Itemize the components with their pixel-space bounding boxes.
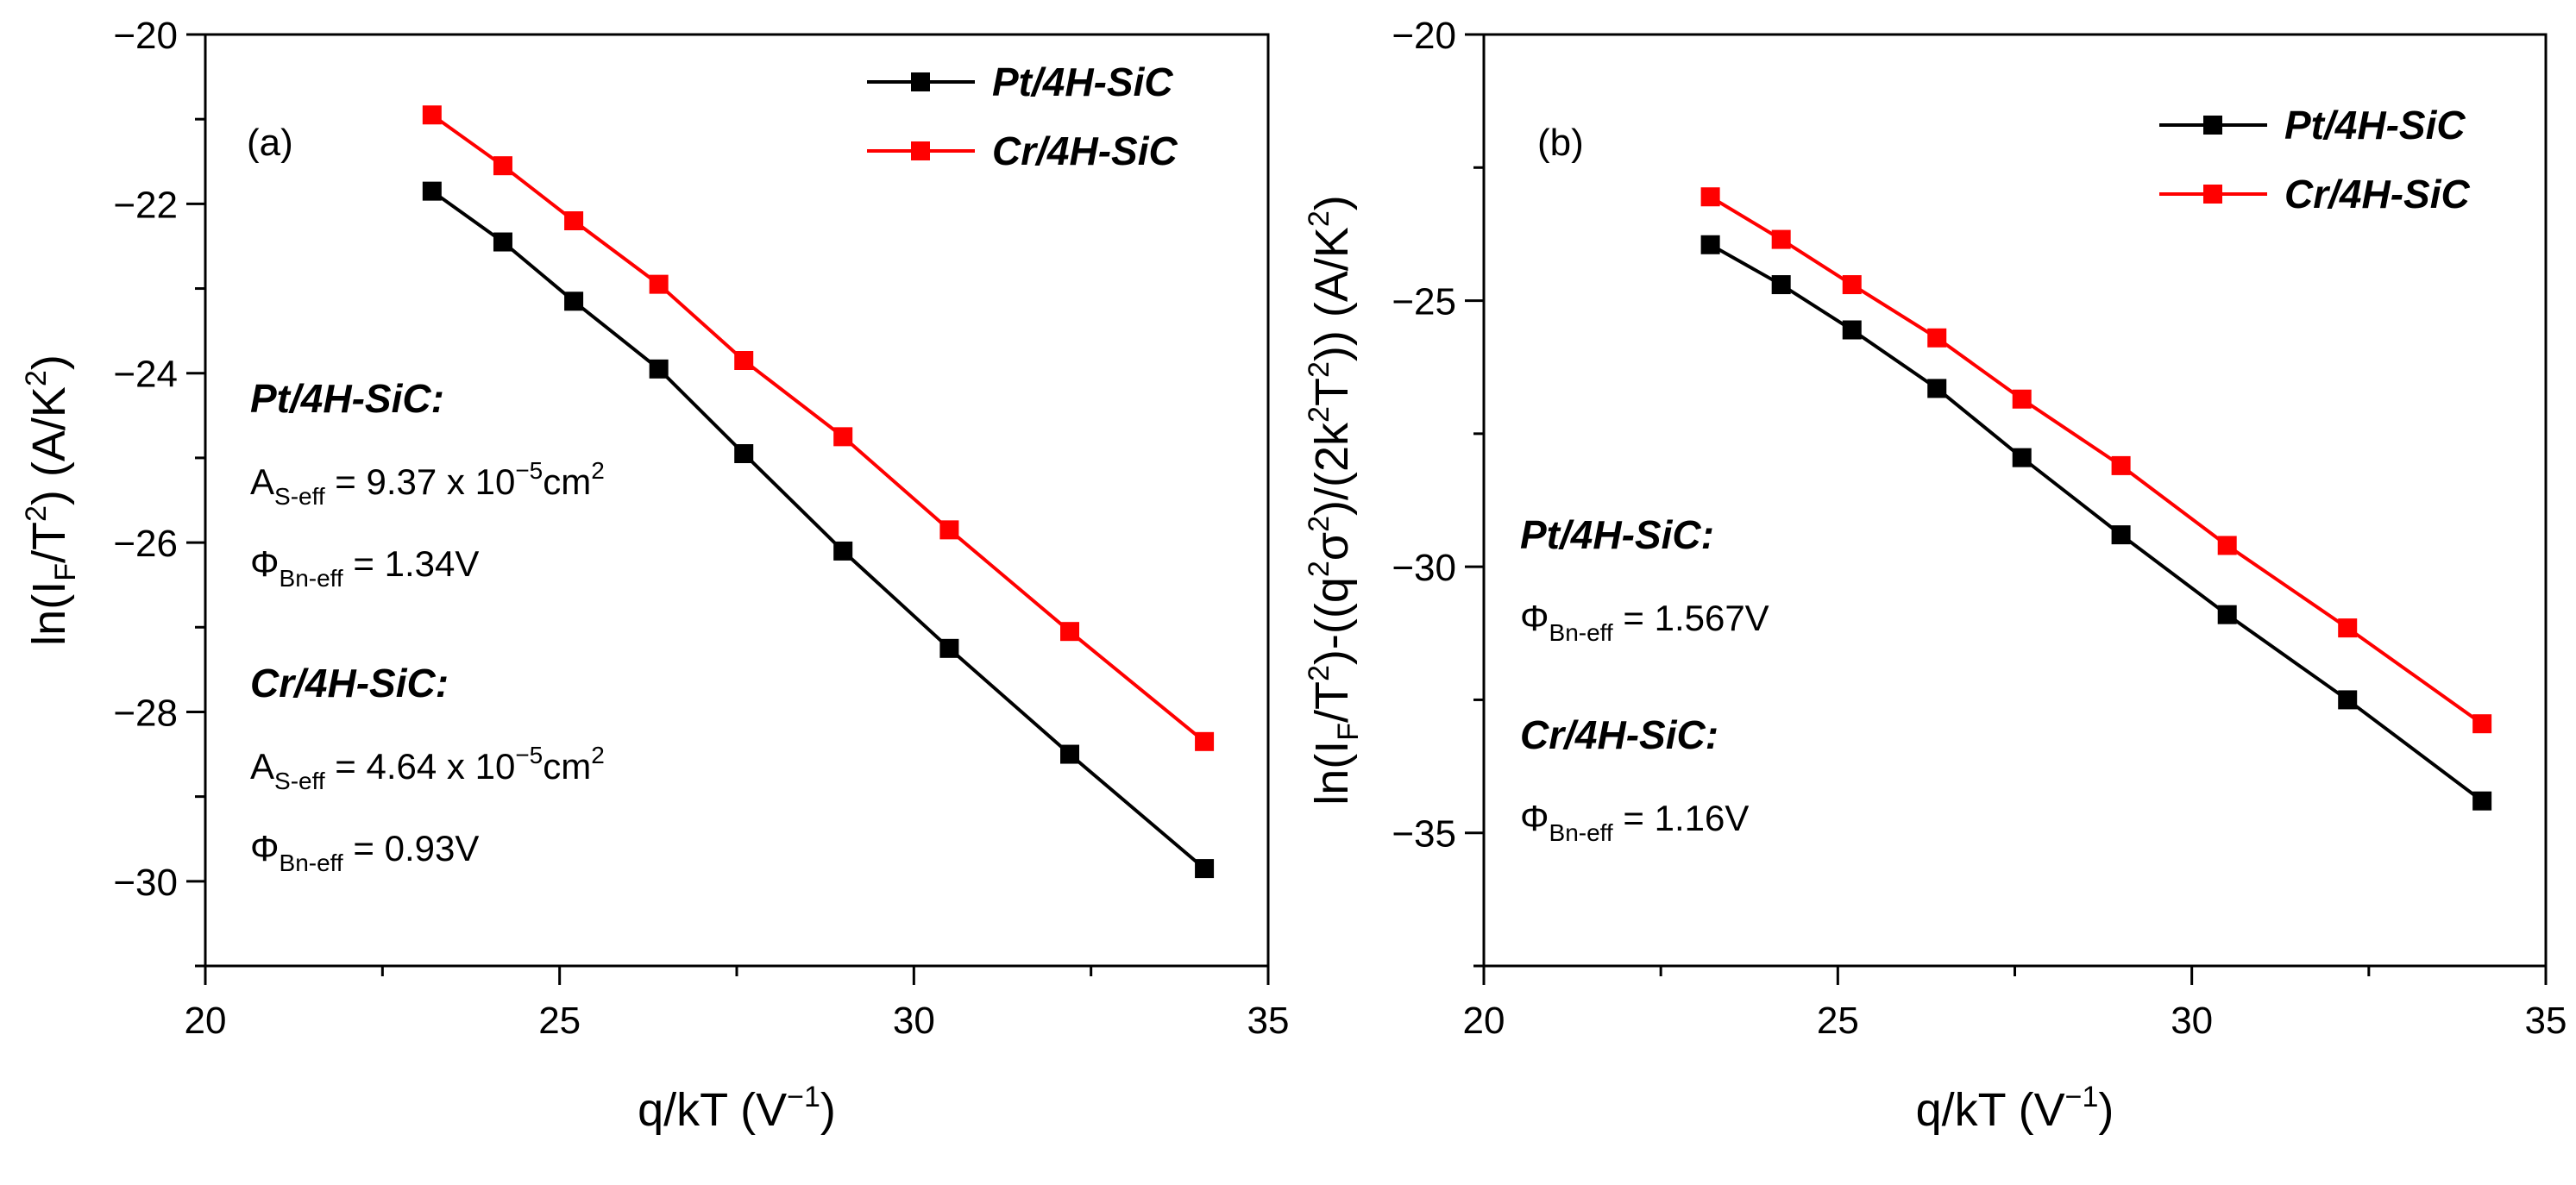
annotation-line: AS-eff = 9.37 x 10−5cm2 [250,457,605,510]
panel-label: (b) [1537,122,1584,164]
annotation-block: Pt/4H-SiC: ΦBn-eff = 1.567V [1520,512,1769,646]
annotation-line: ΦBn-eff = 0.93V [250,828,479,876]
series-line [1709,195,2484,725]
data-point [649,274,669,294]
annotation-block: Cr/4H-SiC: AS-eff = 4.64 x 10−5cm2 ΦBn-eff… [250,661,605,876]
series-cr-4h-sic [422,105,1215,751]
x-tick-label: 30 [893,1000,935,1042]
data-point [2217,536,2237,555]
data-point [2338,618,2358,638]
annotation-line: ΦBn-eff = 1.567V [1520,598,1769,646]
data-point [939,520,959,540]
data-point [2217,605,2237,624]
data-point [2012,448,2032,467]
y-tick-label: −22 [113,184,178,226]
legend-marker [2203,116,2222,135]
data-point [2472,714,2492,734]
data-point [1195,731,1215,751]
legend-entry: Cr/4H-SiC [2284,172,2470,216]
annotation-block: Pt/4H-SiC: AS-eff = 9.37 x 10−5cm2 ΦBn-eff… [250,376,605,592]
x-tick-label: 20 [185,1000,227,1042]
legend-entry: Cr/4H-SiC [992,129,1178,173]
x-tick-label: 25 [1817,1000,1859,1042]
annotation-title: Pt/4H-SiC: [1520,512,1714,557]
y-tick-label: −30 [113,862,178,904]
x-axis-title: q/kT (V−1) [638,1081,836,1136]
x-tick-label: 25 [538,1000,581,1042]
data-point [564,292,584,311]
data-point [1842,320,1862,340]
data-point [422,181,442,201]
series-cr-4h-sic [1700,187,2492,734]
annotation-line: AS-eff = 4.64 x 10−5cm2 [250,742,605,794]
x-axis-title: q/kT (V−1) [1916,1081,2114,1136]
legend-marker [2203,185,2222,204]
y-tick-label: −28 [113,692,178,734]
annotation-title: Cr/4H-SiC: [250,661,449,705]
data-point [493,156,512,176]
data-point [2111,525,2131,545]
y-tick-label: −20 [113,15,178,57]
data-point [1842,275,1862,295]
annotation-line: ΦBn-eff = 1.16V [1520,798,1749,846]
y-tick-label: −26 [113,523,178,565]
data-point [1771,229,1791,249]
legend-marker [911,72,930,91]
y-tick-label: −30 [1392,547,1456,589]
x-tick-label: 20 [1463,1000,1505,1042]
data-point [1927,328,1947,348]
x-tick-label: 30 [2171,1000,2213,1042]
data-point [939,638,959,658]
y-tick-label: −25 [1392,281,1456,323]
data-point [564,211,584,230]
annotation-title: Cr/4H-SiC: [1520,712,1718,757]
annotation-title: Pt/4H-SiC: [250,376,444,421]
y-tick-label: −35 [1392,813,1456,856]
data-point [1700,187,1720,207]
data-point [1927,379,1947,398]
panel-label: (a) [247,122,293,164]
y-axis-title: ln(IF/T2) (A/K2) [20,354,82,646]
data-point [1060,744,1080,764]
legend-marker [911,141,930,160]
panel-b: 20 25 30 35 −20 −25 −30 −35 Pt/4H-SiC Cr/4H-SiC (b… [1303,15,2567,1136]
data-point [734,351,754,370]
annotation-block: Cr/4H-SiC: ΦBn-eff = 1.16V [1520,712,1749,846]
series-pt-4h-sic [422,181,1215,879]
x-tick-label: 35 [2525,1000,2567,1042]
y-tick-label: −20 [1392,15,1456,57]
series-line [1709,243,2484,803]
data-point [734,444,754,463]
y-tick-label: −24 [113,354,178,396]
data-point [1060,622,1080,642]
series-pt-4h-sic [1700,235,2492,811]
y-axis-title: ln(IF/T2)-((q2σ2)/(2k2T2)) (A/K2) [1303,195,1365,806]
data-point [833,541,853,561]
data-point [2338,690,2358,710]
data-point [2111,455,2131,475]
panel-a: 20 25 30 35 −20 −22 −24 −26 −28 −30 Pt/4H-SiC Cr/4H… [20,15,1289,1136]
data-point [493,232,512,252]
x-tick-label: 35 [1247,1000,1290,1042]
data-point [1771,275,1791,295]
annotation-line: ΦBn-eff = 1.34V [250,543,479,592]
data-point [2012,389,2032,409]
data-point [649,359,669,379]
data-point [422,105,442,125]
legend-entry: Pt/4H-SiC [2284,103,2466,147]
data-point [1700,235,1720,254]
data-point [833,427,853,447]
data-point [2472,791,2492,811]
legend-entry: Pt/4H-SiC [992,60,1173,104]
series-line [430,113,1206,743]
data-point [1195,859,1215,879]
